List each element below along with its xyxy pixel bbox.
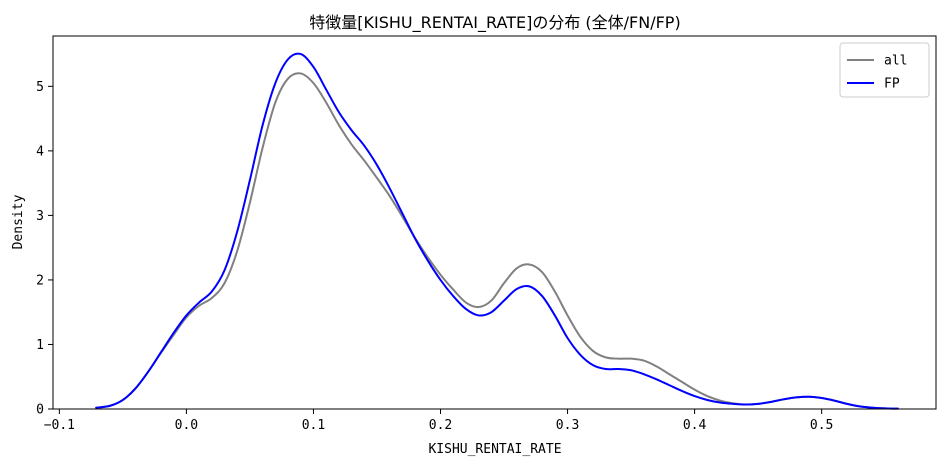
series-lines [95,52,899,410]
x-tick-label: −0.1 [44,418,75,433]
y-tick-label: 4 [36,144,44,159]
x-tick-label: 0.1 [302,418,325,433]
x-tick-label: 0.5 [810,418,833,433]
y-axis-label: Density [11,194,26,249]
legend-label-FP: FP [884,77,900,92]
y-tick-label: 0 [36,403,44,418]
legend: all FP [839,42,930,98]
y-tick-label: 2 [36,273,44,288]
y-tick-label: 5 [36,80,44,95]
x-axis-ticks: −0.1 0.0 0.1 0.2 0.3 0.4 0.5 [44,409,833,433]
chart-title: 特徴量[KISHU_RENTAI_RATE]の分布 (全体/FN/FP) [309,13,680,33]
legend-label-all: all [884,54,907,69]
y-axis-ticks: 0 1 2 3 4 5 [36,80,53,418]
x-tick-label: 0.2 [429,418,452,433]
y-tick-label: 3 [36,209,44,224]
x-tick-label: 0.3 [556,418,579,433]
series-line-FP [95,52,899,410]
x-tick-label: 0.4 [683,418,707,433]
x-axis-label: KISHU_RENTAI_RATE [428,442,561,457]
plot-frame [52,35,937,410]
y-tick-label: 1 [36,338,44,353]
x-tick-label: 0.0 [175,418,198,433]
